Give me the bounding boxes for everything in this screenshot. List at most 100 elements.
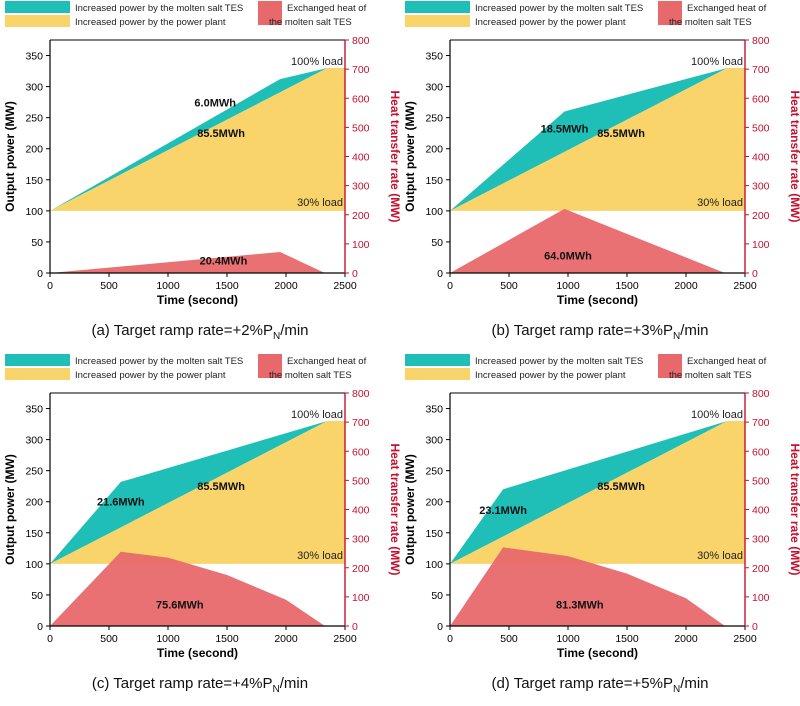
x-tick-label: 1000: [156, 633, 180, 645]
y-left-tick-label: 0: [437, 621, 443, 633]
y-left-tick-label: 100: [25, 559, 43, 571]
caption-prefix: (c) Target ramp rate=+4%P: [91, 675, 273, 692]
full-load-label: 100% load: [691, 409, 743, 421]
y-left-tick-label: 350: [25, 51, 43, 63]
legend-label-heat-line2: the molten salt TES: [669, 370, 752, 381]
y-right-tick-label: 0: [352, 621, 358, 633]
heat-transfer-area: [50, 252, 325, 273]
x-tick-label: 1500: [615, 633, 639, 645]
legend-label-heat-line1: Exchanged heat of: [687, 3, 767, 14]
y-right-tick-label: 100: [352, 592, 370, 604]
y-left-axis-title: Output power (MW): [403, 454, 417, 565]
plant-energy-label: 85.5MWh: [597, 481, 645, 493]
heat-transfer-area: [50, 551, 325, 626]
y-right-tick-label: 700: [752, 417, 770, 429]
plant-power-area: [450, 421, 745, 564]
y-left-axis-title: Output power (MW): [3, 101, 17, 212]
y-right-tick-label: 800: [352, 388, 370, 400]
x-axis-title: Time (second): [557, 646, 638, 660]
y-left-tick-label: 0: [37, 268, 43, 280]
x-tick-label: 2500: [733, 633, 757, 645]
x-tick-label: 1500: [615, 280, 639, 292]
y-right-tick-label: 200: [752, 563, 770, 575]
y-left-tick-label: 350: [425, 51, 443, 63]
plant-energy-label: 85.5MWh: [597, 128, 645, 140]
y-left-tick-label: 50: [431, 237, 443, 249]
y-right-tick-label: 800: [752, 35, 770, 47]
y-left-tick-label: 300: [425, 82, 443, 94]
plant-power-area: [450, 68, 745, 211]
y-left-tick-label: 50: [31, 237, 43, 249]
caption-suffix: /min: [680, 322, 709, 339]
legend-label-plant: Increased power by the power plant: [75, 370, 226, 381]
y-right-tick-label: 800: [352, 35, 370, 47]
legend-label-heat-line2: the molten salt TES: [669, 17, 752, 28]
y-left-tick-label: 350: [25, 404, 43, 416]
legend-label-tes: Increased power by the molten salt TES: [75, 3, 243, 14]
tes-energy-label: 18.5MWh: [541, 124, 589, 136]
y-left-tick-label: 0: [37, 621, 43, 633]
y-left-tick-label: 300: [25, 82, 43, 94]
chart-svg-d: Increased power by the molten salt TES In…: [403, 354, 800, 660]
x-tick-label: 1000: [556, 280, 580, 292]
x-axis-title: Time (second): [557, 293, 638, 307]
low-load-label: 30% load: [697, 550, 743, 562]
y-left-tick-label: 200: [425, 497, 443, 509]
y-right-tick-label: 400: [752, 505, 770, 517]
full-load-label: 100% load: [691, 56, 743, 68]
y-right-tick-label: 0: [352, 268, 358, 280]
caption-prefix: (a) Target ramp rate=+2%P: [91, 322, 273, 339]
chart-svg-a: Increased power by the molten salt TES In…: [3, 1, 400, 307]
legend-swatch-tes: [405, 1, 470, 13]
y-left-axis-title: Output power (MW): [3, 454, 17, 565]
legend-swatch-tes: [405, 354, 470, 366]
y-left-tick-label: 100: [25, 206, 43, 218]
plant-power-area: [50, 68, 345, 211]
panel-caption: (a) Target ramp rate=+2%PN/min: [0, 322, 400, 342]
y-right-tick-label: 100: [352, 239, 370, 251]
full-load-label: 100% load: [291, 409, 343, 421]
tes-energy-label: 21.6MWh: [97, 497, 145, 509]
y-right-tick-label: 500: [752, 122, 770, 134]
full-load-label: 100% load: [291, 56, 343, 68]
x-tick-label: 2500: [733, 280, 757, 292]
y-right-tick-label: 600: [752, 446, 770, 458]
y-right-tick-label: 0: [752, 621, 758, 633]
y-right-tick-label: 200: [352, 563, 370, 575]
legend-label-heat-line1: Exchanged heat of: [687, 356, 767, 367]
tes-power-area: [450, 421, 745, 564]
y-left-tick-label: 50: [31, 590, 43, 602]
y-left-tick-label: 250: [25, 466, 43, 478]
y-right-tick-label: 0: [752, 268, 758, 280]
y-left-tick-label: 0: [437, 268, 443, 280]
caption-suffix: /min: [280, 322, 309, 339]
caption-prefix: (d) Target ramp rate=+5%P: [491, 675, 673, 692]
plant-energy-label: 85.5MWh: [197, 128, 245, 140]
x-tick-label: 0: [47, 280, 53, 292]
caption-subscript: N: [672, 684, 681, 695]
x-axis-title: Time (second): [157, 293, 238, 307]
low-load-label: 30% load: [697, 197, 743, 209]
y-right-tick-label: 600: [752, 93, 770, 105]
y-left-tick-label: 150: [425, 175, 443, 187]
legend-label-heat-line1: Exchanged heat of: [287, 356, 367, 367]
x-tick-label: 1000: [556, 633, 580, 645]
y-left-tick-label: 300: [425, 435, 443, 447]
y-left-axis-title: Output power (MW): [403, 101, 417, 212]
y-right-axis-title: Heat transfer rate (MW): [388, 90, 400, 222]
y-right-tick-label: 100: [752, 592, 770, 604]
y-left-tick-label: 200: [425, 144, 443, 156]
x-tick-label: 0: [447, 633, 453, 645]
legend-label-heat-line2: the molten salt TES: [269, 17, 352, 28]
caption-subscript: N: [272, 684, 280, 695]
legend-label-plant: Increased power by the power plant: [475, 370, 626, 381]
y-right-tick-label: 700: [752, 64, 770, 76]
low-load-label: 30% load: [297, 197, 343, 209]
heat-energy-label: 81.3MWh: [556, 599, 604, 611]
y-right-axis-title: Heat transfer rate (MW): [788, 443, 800, 575]
legend-swatch-heat: [258, 354, 282, 378]
x-tick-label: 500: [500, 633, 518, 645]
chart-svg-b: Increased power by the molten salt TES In…: [403, 1, 800, 307]
panel-caption: (c) Target ramp rate=+4%PN/min: [0, 675, 400, 695]
y-right-tick-label: 300: [752, 534, 770, 546]
